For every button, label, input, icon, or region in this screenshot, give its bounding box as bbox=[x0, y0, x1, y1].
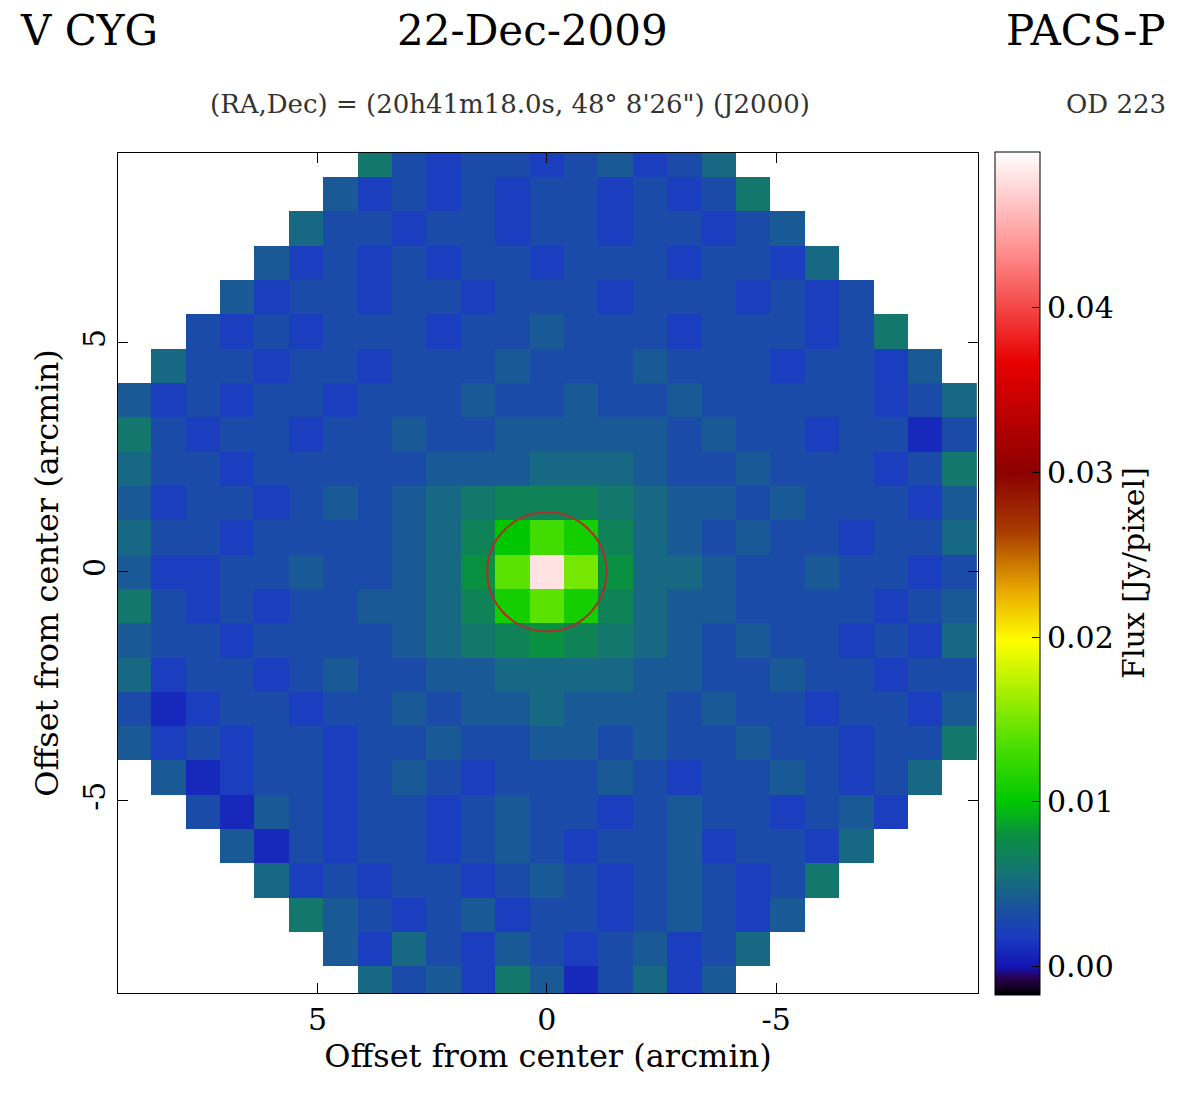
svg-text:Flux [Jy/pixel]: Flux [Jy/pixel] bbox=[1116, 467, 1151, 679]
svg-text:OD 223: OD 223 bbox=[1066, 89, 1166, 119]
svg-text:22-Dec-2009: 22-Dec-2009 bbox=[397, 6, 668, 55]
svg-text:PACS-P: PACS-P bbox=[1006, 6, 1166, 55]
svg-text:0: 0 bbox=[77, 558, 112, 577]
svg-text:0.04: 0.04 bbox=[1047, 290, 1114, 325]
svg-text:(RA,Dec) = (20h41m18.0s, 48° 8: (RA,Dec) = (20h41m18.0s, 48° 8'26") (J20… bbox=[210, 89, 810, 119]
svg-text:5: 5 bbox=[308, 1002, 327, 1037]
svg-text:0.03: 0.03 bbox=[1047, 455, 1114, 490]
svg-text:-5: -5 bbox=[77, 782, 112, 811]
svg-text:0.01: 0.01 bbox=[1047, 784, 1114, 819]
svg-text:0.00: 0.00 bbox=[1047, 949, 1114, 984]
svg-text:0: 0 bbox=[537, 1002, 556, 1037]
svg-text:Offset from center (arcmin): Offset from center (arcmin) bbox=[324, 1037, 771, 1075]
svg-text:-5: -5 bbox=[762, 1002, 791, 1037]
svg-text:5: 5 bbox=[77, 329, 112, 348]
svg-text:V CYG: V CYG bbox=[20, 6, 158, 55]
svg-text:0.02: 0.02 bbox=[1047, 620, 1114, 655]
svg-text:Offset from center (arcmin): Offset from center (arcmin) bbox=[28, 349, 66, 796]
